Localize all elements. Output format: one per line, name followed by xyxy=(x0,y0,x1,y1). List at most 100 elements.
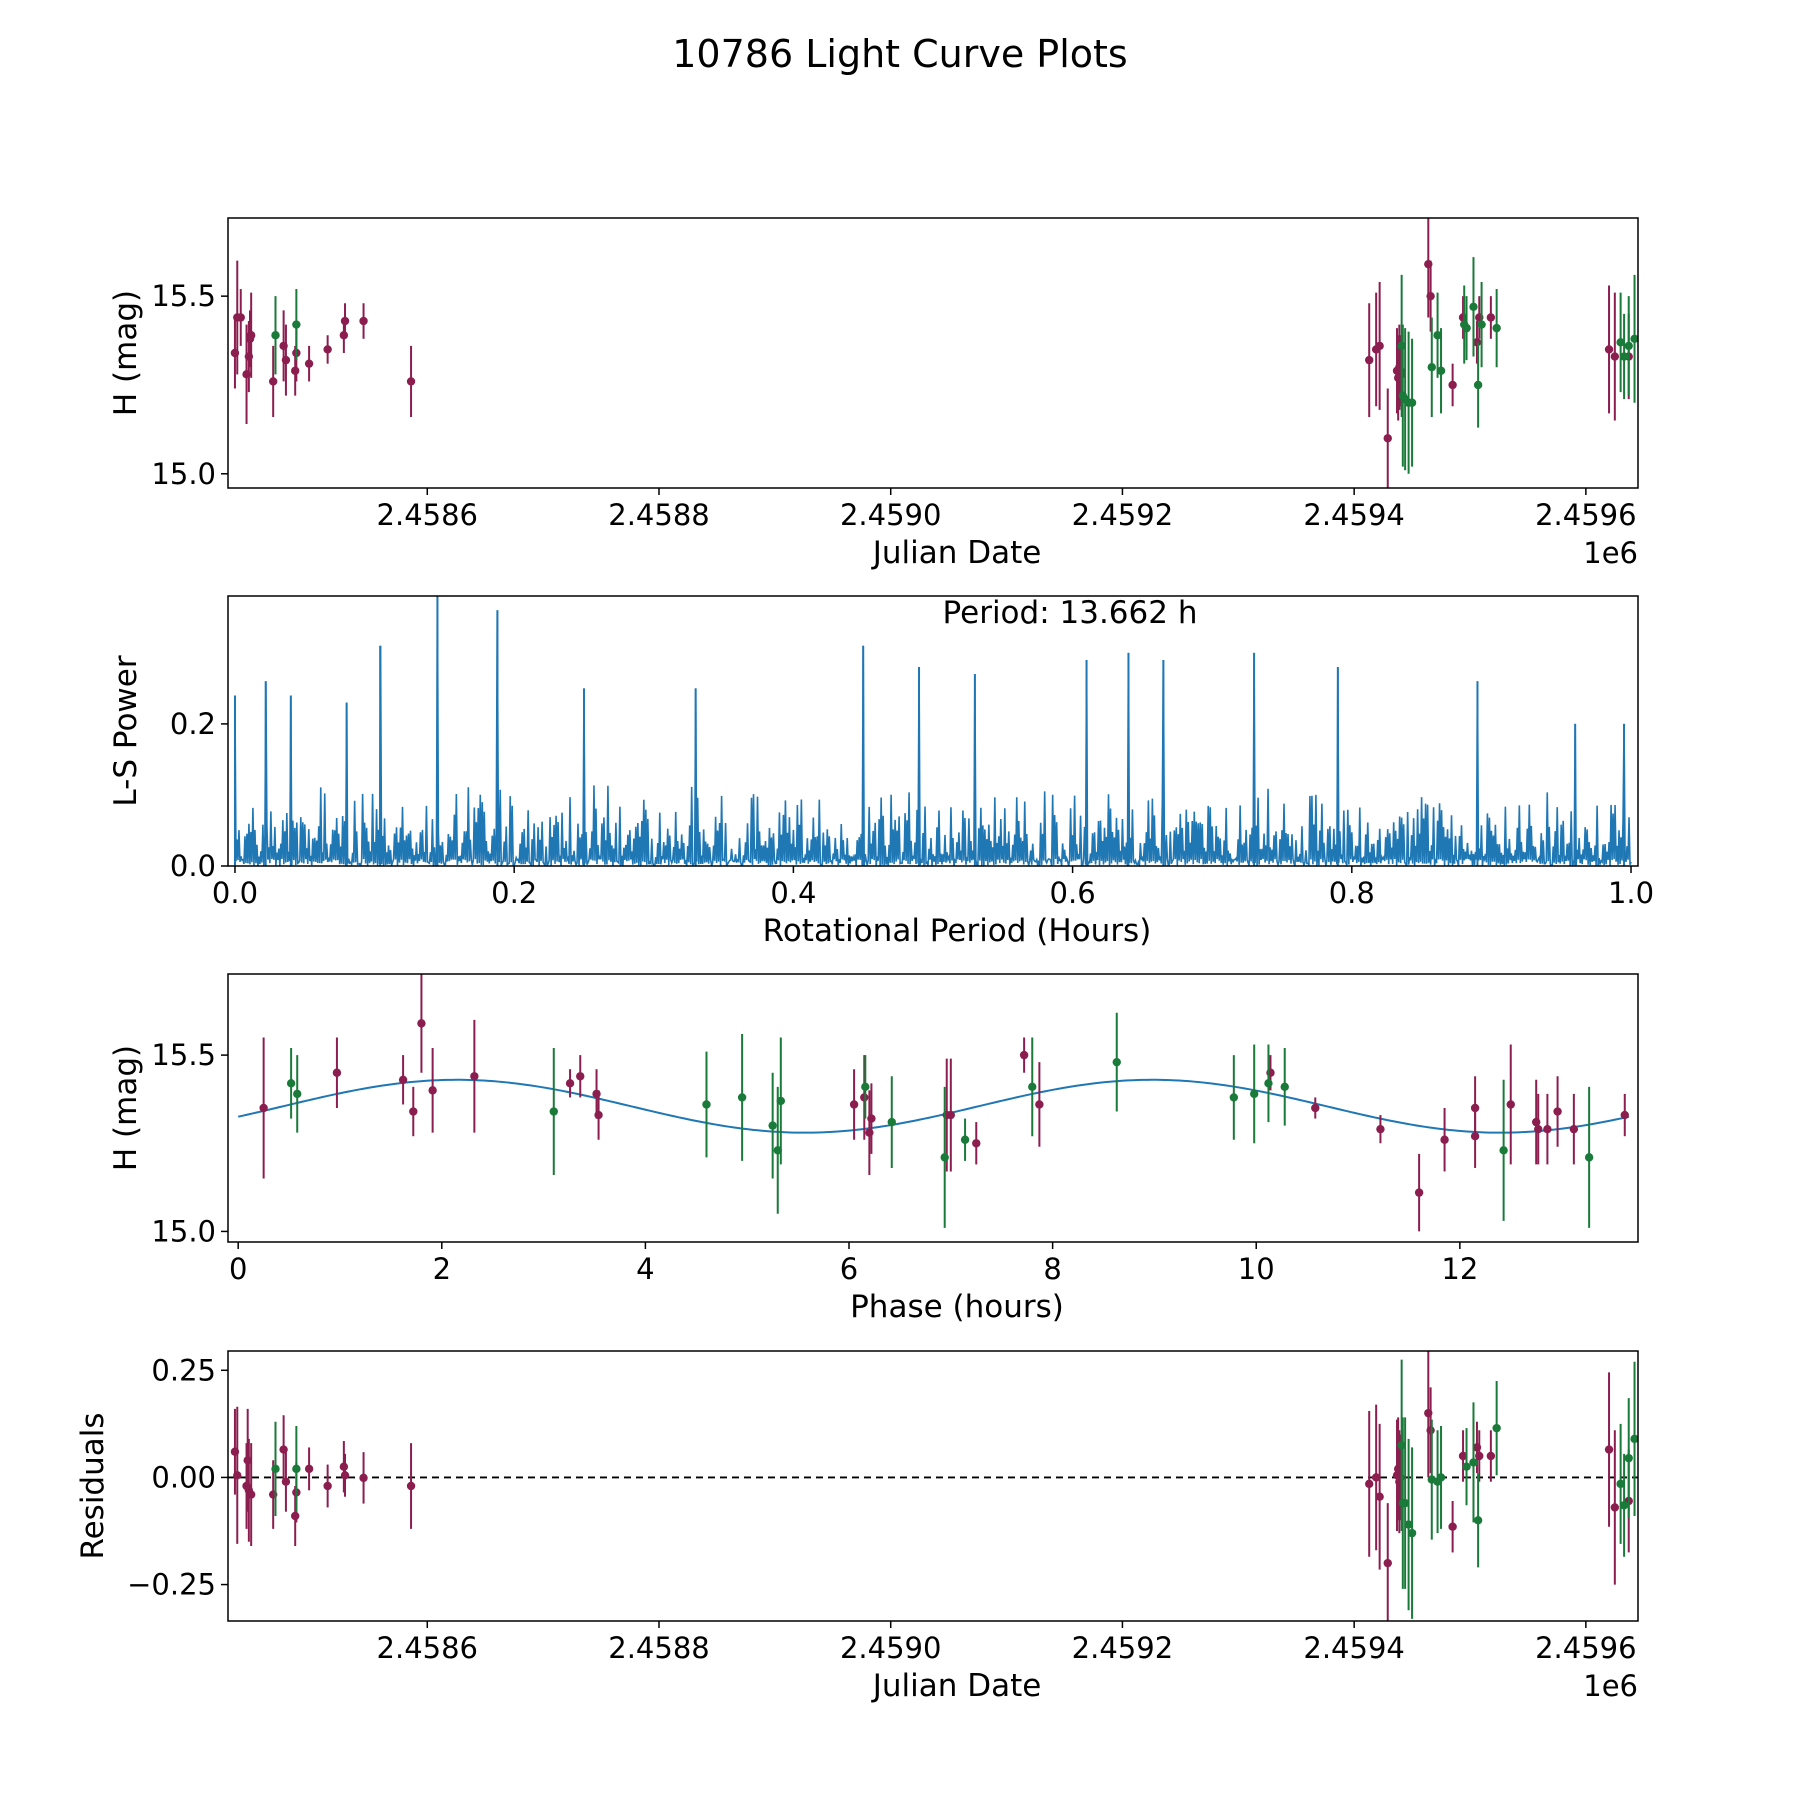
residuals-data-point xyxy=(1469,1458,1478,1467)
lightcurve-xtick-label: 2.4590 xyxy=(840,498,941,532)
phased-xtick-label: 10 xyxy=(1238,1252,1275,1286)
residuals-data-point xyxy=(1448,1522,1457,1531)
periodogram-ytick-label: 0.0 xyxy=(170,849,216,883)
lightcurve-series-band-b xyxy=(271,257,1638,474)
lightcurve-data-point xyxy=(1448,380,1457,390)
phased-ytick-label: 15.0 xyxy=(151,1214,216,1248)
residuals-plot-area xyxy=(228,1351,1638,1621)
periodogram-power-line xyxy=(234,596,1632,866)
lightcurve-data-point xyxy=(1407,398,1417,407)
residuals-data-point xyxy=(279,1445,288,1454)
residuals-panel: Residuals Julian Date 1e6 2.4586 2.4588 2.… xyxy=(75,1350,1639,1704)
residuals-data-point xyxy=(1383,1558,1392,1568)
lightcurve-data-point xyxy=(268,377,278,386)
lightcurve-data-point xyxy=(359,316,368,326)
phased-ytick-label: 15.5 xyxy=(151,1038,216,1072)
lightcurve-ylabel: H (mag) xyxy=(108,290,144,416)
periodogram-ytick-label: 0.2 xyxy=(170,707,216,741)
phased-xtick-label: 2 xyxy=(433,1252,451,1286)
lightcurve-offset-label: 1e6 xyxy=(1583,536,1638,570)
phased-data-point xyxy=(1470,1132,1480,1141)
phased-xtick-label: 0 xyxy=(229,1252,247,1286)
residuals-data-point xyxy=(1616,1479,1625,1489)
lightcurve-data-point xyxy=(1375,341,1384,351)
residuals-data-point xyxy=(1426,1426,1435,1435)
phased-data-point xyxy=(960,1135,970,1144)
phased-data-point xyxy=(1249,1089,1259,1099)
residuals-xtick-label: 2.4588 xyxy=(608,1631,709,1665)
residuals-data-point xyxy=(1473,1516,1483,1525)
periodogram-xtick-label: 0.8 xyxy=(1329,876,1375,910)
lightcurve-data-point xyxy=(1604,345,1614,354)
phased-data-point xyxy=(946,1110,956,1120)
residuals-ytick-label: 0.00 xyxy=(151,1460,216,1494)
periodogram-plot-area xyxy=(233,596,1632,866)
phased-data-point xyxy=(293,1089,302,1099)
phased-data-point xyxy=(1264,1079,1273,1088)
periodogram-xtick-label: 0.6 xyxy=(1050,876,1096,910)
residuals-data-point xyxy=(271,1464,280,1474)
lightcurve-ytick-label: 15.5 xyxy=(151,279,216,313)
phased-data-point xyxy=(417,1019,426,1028)
phased-series-band-a xyxy=(259,974,1629,1232)
residuals-data-point xyxy=(281,1477,291,1486)
residuals-xtick-label: 2.4586 xyxy=(377,1631,478,1665)
lightcurve-data-point xyxy=(290,366,300,375)
lightcurve-data-point xyxy=(1616,338,1625,347)
phased-ylabel: H (mag) xyxy=(108,1045,144,1171)
residuals-ytick-label: −0.25 xyxy=(127,1568,216,1602)
residuals-xtick-label: 2.4592 xyxy=(1072,1631,1173,1665)
lightcurve-ytick-label: 15.0 xyxy=(151,457,216,491)
residuals-data-point xyxy=(1492,1423,1501,1433)
residuals-data-point xyxy=(1375,1492,1384,1501)
lightcurve-data-point xyxy=(1469,302,1478,312)
residuals-data-point xyxy=(1407,1528,1417,1538)
residuals-data-point xyxy=(1404,1520,1413,1529)
lightcurve-xlabel: Julian Date xyxy=(871,535,1042,571)
residuals-data-point xyxy=(359,1473,368,1483)
phased-data-point xyxy=(972,1139,981,1148)
residuals-data-point xyxy=(1604,1445,1614,1454)
period-annotation: Period: 13.662 h xyxy=(943,595,1198,631)
phased-data-point xyxy=(861,1082,870,1092)
residuals-data-point xyxy=(323,1481,332,1491)
lightcurve-xtick-label: 2.4592 xyxy=(1072,498,1173,532)
phased-data-point xyxy=(1376,1124,1385,1134)
residuals-data-point xyxy=(1630,1434,1638,1444)
phased-data-point xyxy=(940,1153,949,1162)
lightcurve-plot-area xyxy=(230,218,1638,488)
phased-data-point xyxy=(1506,1100,1515,1109)
phased-data-point xyxy=(1499,1146,1508,1155)
lightcurve-data-point xyxy=(1477,320,1486,329)
lightcurve-data-point xyxy=(1610,352,1620,361)
lightcurve-data-point xyxy=(406,377,416,386)
phased-data-point xyxy=(470,1072,479,1081)
phased-data-point xyxy=(1553,1107,1562,1116)
phased-xtick-label: 6 xyxy=(840,1252,858,1286)
lightcurve-data-point xyxy=(1426,291,1435,301)
residuals-data-point xyxy=(406,1481,416,1491)
phased-data-point xyxy=(1112,1057,1121,1067)
phased-xlabel: Phase (hours) xyxy=(850,1289,1064,1325)
phased-data-point xyxy=(1620,1110,1629,1120)
phased-xtick-label: 4 xyxy=(636,1252,654,1286)
residuals-data-point xyxy=(292,1464,301,1474)
figure-title: 10786 Light Curve Plots xyxy=(672,32,1127,76)
lightcurve-data-point xyxy=(304,359,314,368)
phased-data-point xyxy=(332,1068,342,1077)
phased-data-point xyxy=(286,1079,296,1088)
lightcurve-data-point xyxy=(236,313,245,322)
phased-data-point xyxy=(1311,1103,1320,1113)
periodogram-xtick-label: 0.0 xyxy=(212,876,258,910)
residuals-data-point xyxy=(339,1462,349,1471)
lightcurve-data-point xyxy=(1365,355,1374,365)
residuals-data-point xyxy=(1458,1451,1468,1461)
phased-data-point xyxy=(594,1110,603,1120)
residuals-offset-label: 1e6 xyxy=(1583,1669,1638,1703)
periodogram-xtick-label: 0.2 xyxy=(491,876,537,910)
phased-data-point xyxy=(398,1075,408,1084)
residuals-data-point xyxy=(304,1464,314,1474)
residuals-data-point xyxy=(1365,1479,1374,1489)
residuals-ylabel: Residuals xyxy=(75,1412,111,1559)
lightcurve-data-point xyxy=(1630,334,1638,343)
